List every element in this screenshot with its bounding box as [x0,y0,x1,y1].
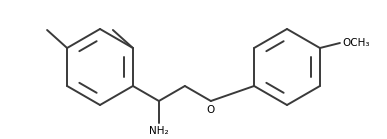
Text: NH₂: NH₂ [149,126,169,136]
Text: OCH₃: OCH₃ [342,38,370,48]
Text: O: O [207,105,215,115]
